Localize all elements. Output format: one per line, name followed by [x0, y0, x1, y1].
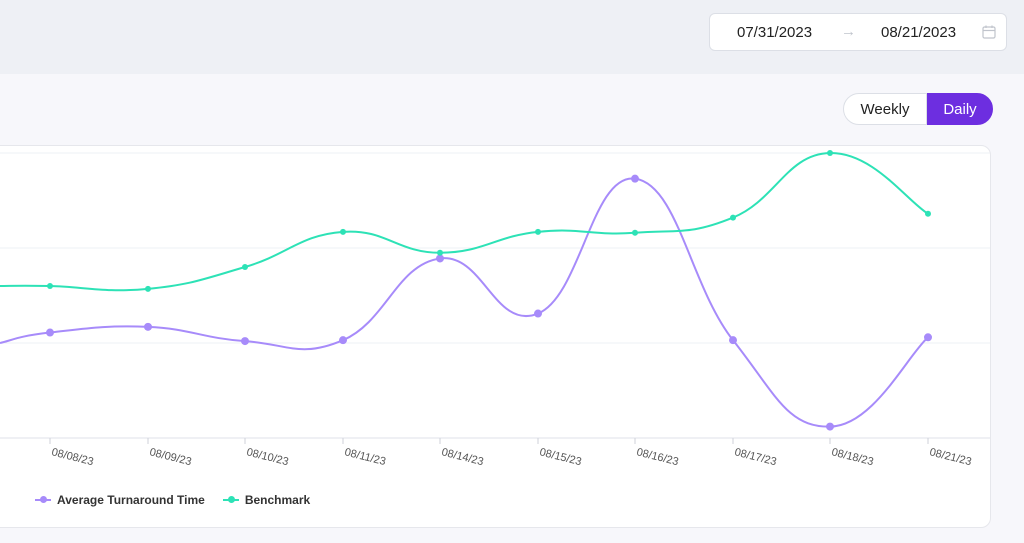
data-point [729, 336, 737, 345]
data-point [631, 174, 639, 183]
x-tick-label: 08/09/23 [148, 446, 192, 468]
data-point [534, 309, 542, 318]
legend-swatch-icon [222, 496, 239, 503]
legend-label: Benchmark [244, 493, 311, 507]
x-tick-label: 08/08/23 [50, 446, 94, 468]
data-point [242, 264, 248, 270]
data-point [144, 322, 152, 331]
legend-swatch-icon [35, 496, 51, 503]
x-tick-label: 08/15/23 [538, 446, 582, 468]
data-point [535, 228, 541, 235]
x-tick-label: 08/10/23 [245, 446, 289, 468]
start-date[interactable]: 07/31/2023 [737, 24, 813, 41]
x-tick-label: 08/18/23 [830, 446, 874, 468]
data-point [145, 285, 151, 292]
data-point [925, 210, 931, 217]
data-point [241, 337, 249, 346]
data-point [827, 150, 833, 156]
view-toggle[interactable]: Weekly Daily [843, 93, 993, 125]
legend-item-average-turnaround-time[interactable]: Average Turnaround Time [35, 493, 205, 507]
x-tick-label: 08/11/23 [343, 446, 387, 468]
data-point [340, 228, 346, 235]
calendar-icon[interactable] [982, 25, 996, 39]
series-line [0, 177, 929, 428]
data-point [46, 328, 54, 337]
x-tick-label: 08/14/23 [440, 446, 484, 468]
daily-button[interactable]: Daily [927, 93, 993, 125]
x-tick-label: 08/16/23 [635, 446, 679, 468]
data-point [826, 422, 834, 431]
chart-card [0, 145, 991, 528]
chart-legend: Average Turnaround Time Benchmark [35, 493, 310, 507]
x-tick-label: 08/21/23 [928, 446, 972, 468]
data-point [632, 229, 638, 236]
data-point [924, 333, 932, 342]
data-point [47, 283, 53, 289]
date-range-picker[interactable]: 07/31/2023 → 08/21/2023 [709, 13, 1007, 51]
legend-label: Average Turnaround Time [57, 493, 205, 507]
x-tick-label: 08/17/23 [733, 446, 777, 468]
weekly-button[interactable]: Weekly [843, 93, 927, 125]
data-point [436, 254, 444, 263]
legend-item-benchmark[interactable]: Benchmark [222, 493, 311, 507]
data-point [437, 249, 443, 256]
end-date[interactable]: 08/21/2023 [881, 24, 957, 41]
data-point [339, 336, 347, 345]
series-line [0, 151, 929, 292]
range-arrow-icon: → [841, 23, 856, 40]
data-point [730, 214, 736, 221]
